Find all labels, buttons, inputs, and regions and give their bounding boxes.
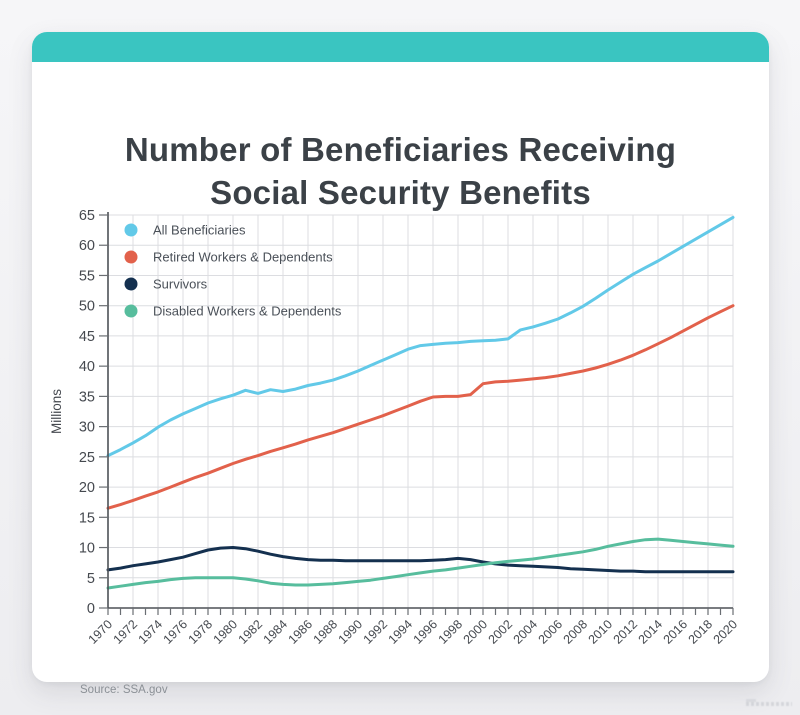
header-accent-bar <box>32 32 769 62</box>
chart-title: Number of Beneficiaries Receiving Social… <box>32 128 769 214</box>
source-caption: Source: SSA.gov <box>80 684 168 696</box>
infographic-card: Number of Beneficiaries Receiving Social… <box>32 32 769 696</box>
watermark <box>746 699 792 708</box>
chart-title-line-1: Number of Beneficiaries Receiving <box>124 131 677 168</box>
chart-title-line-2: Social Security Benefits <box>210 174 591 211</box>
